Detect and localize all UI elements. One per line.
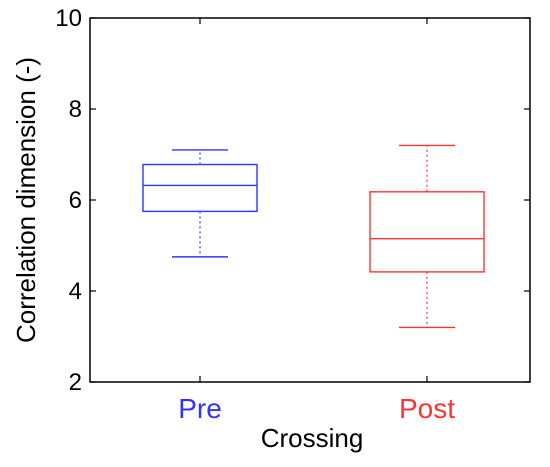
plot-area-frame [89,17,531,383]
x-axis-category-labels: Pre Post [178,393,455,424]
box-pre [142,149,258,258]
y-tick-label: 2 [69,369,82,396]
box-post [369,144,485,329]
x-category-label: Pre [178,393,222,424]
y-tick-label: 8 [69,96,82,123]
x-axis-title: Crossing [261,423,364,453]
iqr-box [369,191,485,273]
y-axis-ticks: 2 4 6 8 10 [55,5,530,396]
y-tick-label: 4 [69,278,82,305]
y-tick-label: 10 [55,5,82,32]
y-tick-label: 6 [69,187,82,214]
x-category-label: Post [399,393,455,424]
iqr-box [142,163,258,213]
y-axis-title: Correlation dimension (-) [11,57,41,343]
box-series [142,144,485,329]
